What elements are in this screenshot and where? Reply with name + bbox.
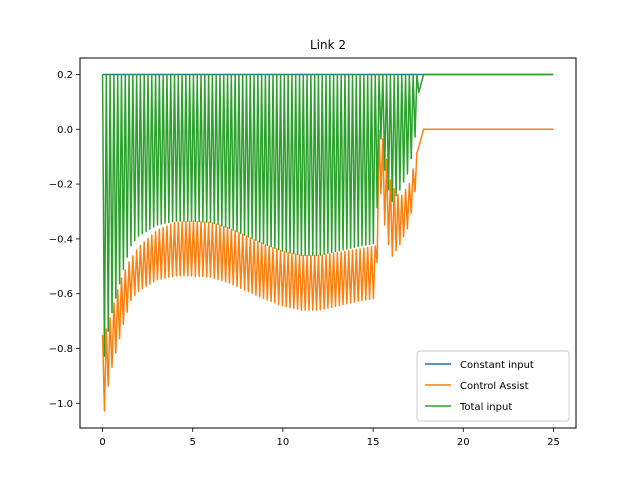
y-tick-label: −0.2	[49, 180, 73, 191]
y-tick-label: −0.8	[49, 344, 73, 355]
x-tick-label: 25	[547, 437, 560, 448]
legend-box	[416, 350, 570, 422]
legend-label: Control Assist	[460, 381, 529, 392]
x-tick-label: 0	[99, 437, 105, 448]
y-tick-label: 0.0	[57, 125, 73, 136]
plot-area	[101, 73, 554, 412]
legend: Constant input Control Assist Total input	[416, 350, 570, 422]
x-tick-label: 20	[457, 437, 470, 448]
x-tick-label: 5	[190, 437, 196, 448]
series-line-control-assist	[101, 128, 554, 412]
series-line-total-input	[101, 73, 554, 357]
x-tick-label: 15	[367, 437, 380, 448]
y-tick-label: −1.0	[49, 399, 73, 410]
legend-label: Total input	[459, 402, 512, 413]
y-axis: −1.0 −0.8 −0.6 −0.4 −0.2 0.0 0.2	[49, 70, 80, 410]
y-tick-label: −0.4	[49, 234, 73, 245]
chart-title: Link 2	[310, 38, 346, 52]
axes-frame	[79, 57, 577, 429]
y-tick-label: 0.2	[57, 70, 73, 81]
x-axis: 0 5 10 15 20 25	[99, 428, 560, 448]
legend-label: Constant input	[460, 360, 534, 371]
y-tick-label: −0.6	[49, 289, 73, 300]
x-tick-label: 10	[277, 437, 290, 448]
